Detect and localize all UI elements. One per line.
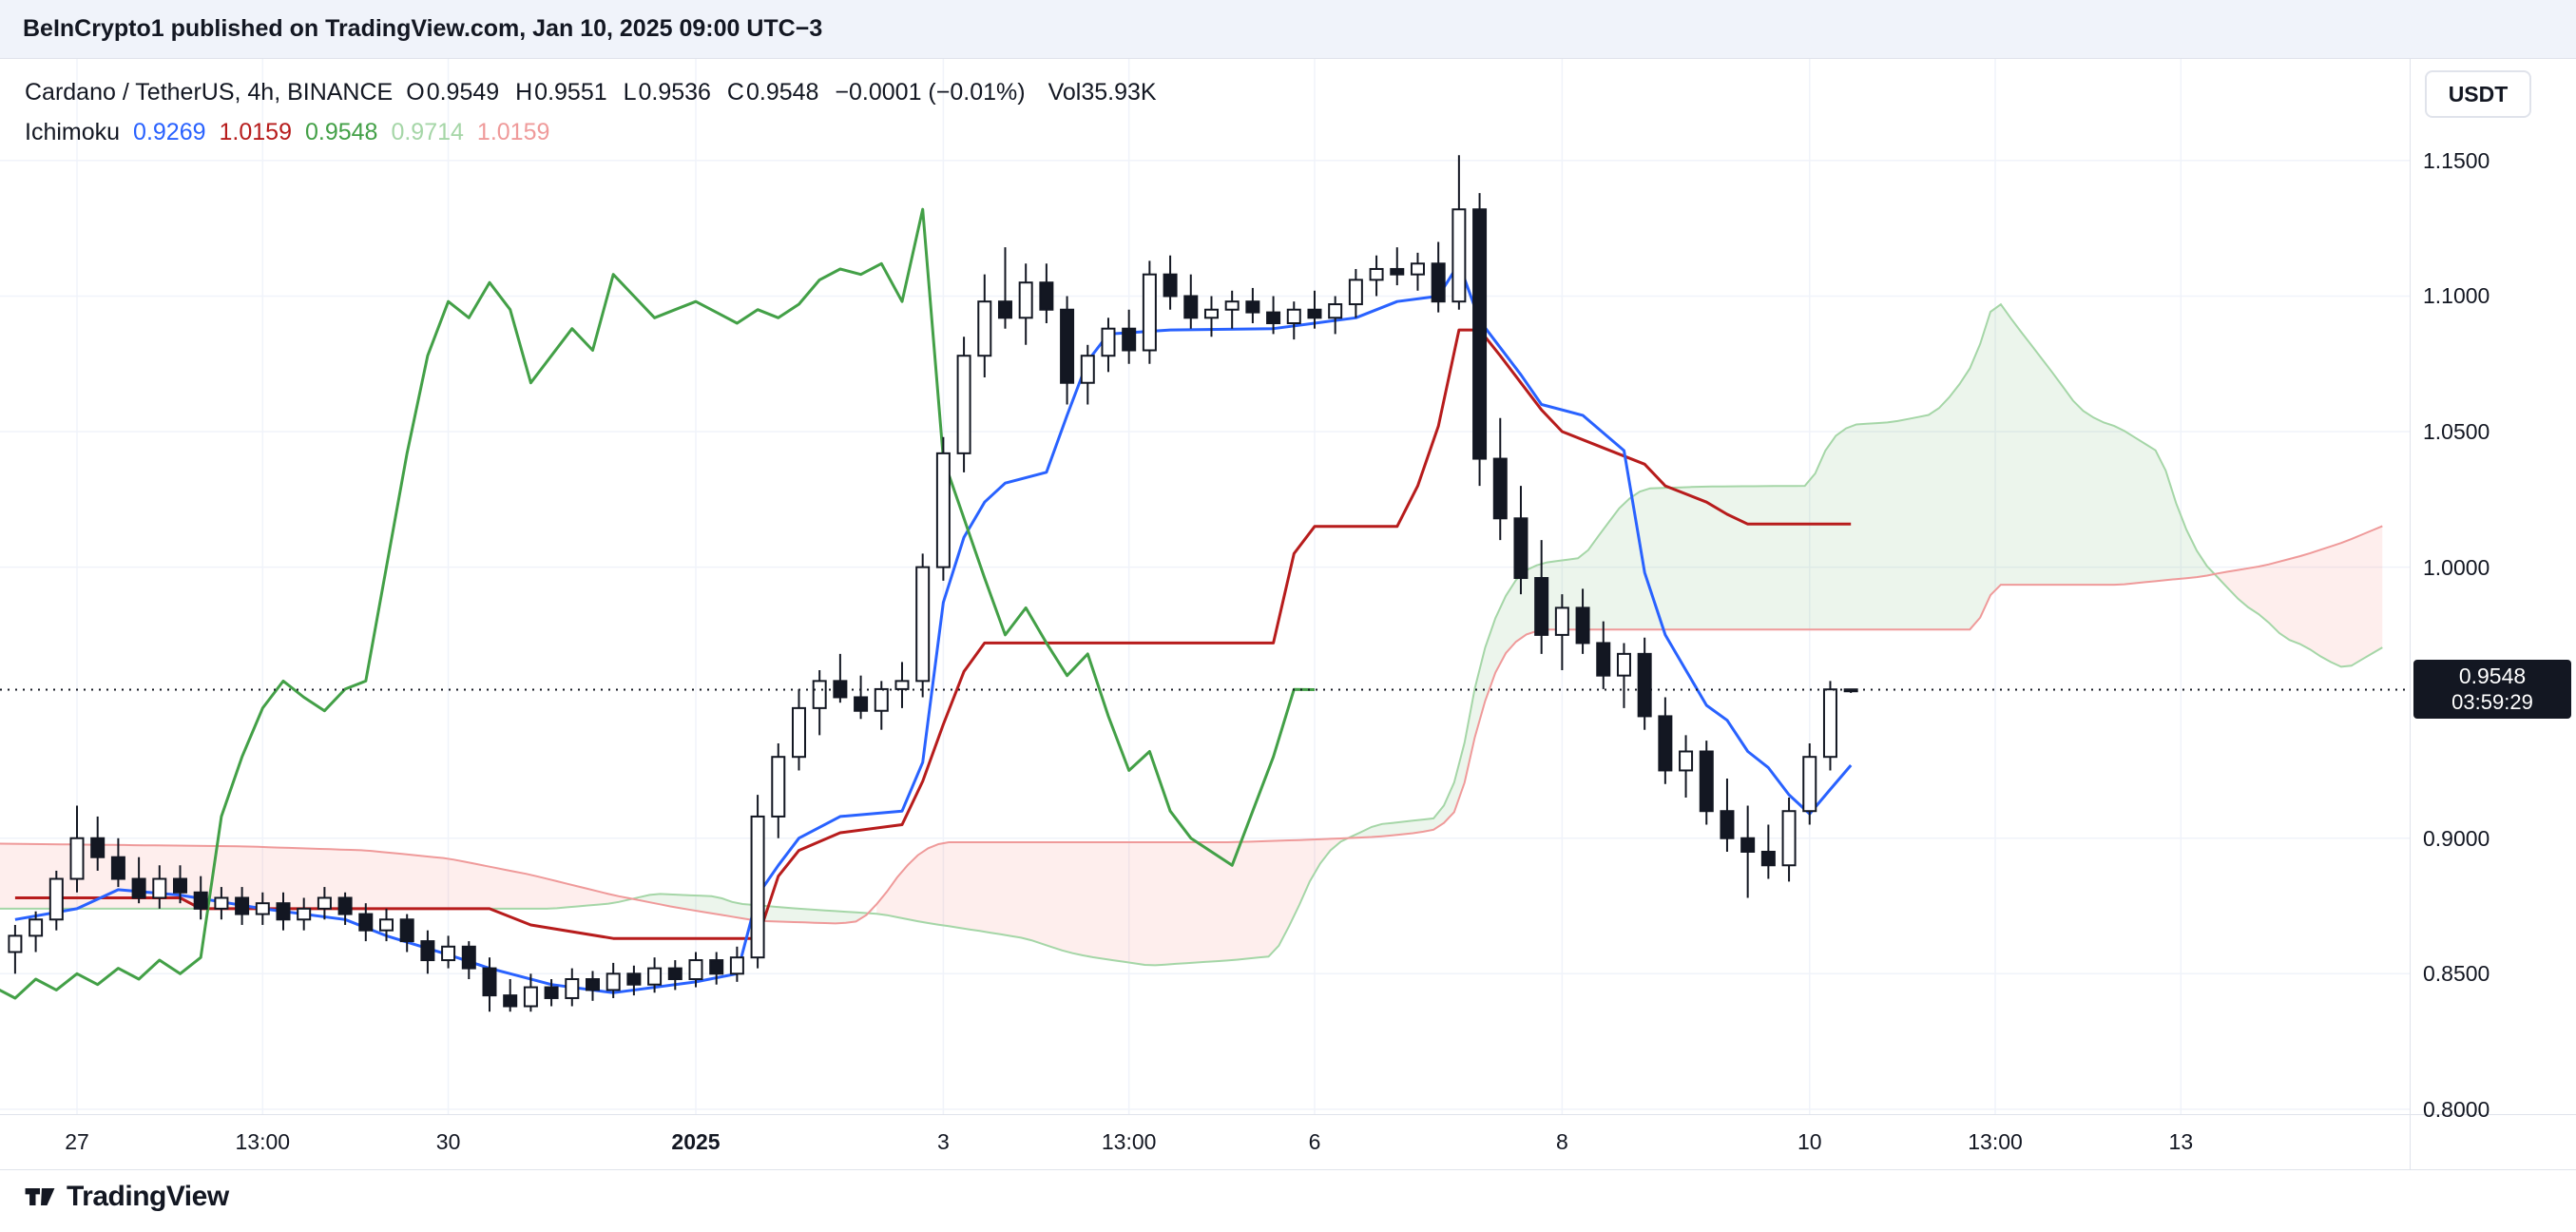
time-tick-label: 10	[1797, 1129, 1822, 1154]
ichimoku-tenkan-value: 0.9269	[133, 118, 206, 145]
price-tick-label: 0.8500	[2423, 961, 2490, 987]
publish-bar: BeInCrypto1 published on TradingView.com…	[0, 0, 2576, 59]
time-tick-label: 8	[1555, 1129, 1568, 1154]
time-tick-label: 2025	[671, 1129, 721, 1154]
price-tick-label: 0.9000	[2423, 825, 2490, 851]
ichimoku-senkou-a-value: 0.9714	[391, 118, 464, 145]
currency-toggle-button[interactable]: USDT	[2425, 70, 2531, 118]
change-value: −0.0001 (−0.01%)	[835, 78, 1026, 106]
close-value: 0.9548	[745, 78, 819, 106]
time-axis[interactable]: 27 13:00 30 2025 3 13:00 6 8 10 13:00 13	[0, 1115, 2576, 1169]
time-tick-label: 6	[1308, 1129, 1321, 1154]
time-tick-label: 13	[2168, 1129, 2194, 1154]
price-tick-label: 1.0500	[2423, 419, 2490, 445]
ichimoku-senkou-b-value: 1.0159	[476, 118, 550, 145]
open-value: 0.9549	[426, 78, 500, 106]
tradingview-logo-icon	[23, 1180, 57, 1214]
symbol-row: Cardano / TetherUS, 4h, BINANCE O0.9549 …	[25, 72, 1170, 112]
last-price-value: 0.9548	[2458, 664, 2527, 689]
symbol-title[interactable]: Cardano / TetherUS, 4h, BINANCE	[25, 78, 394, 106]
volume-value: 35.93K	[1081, 78, 1157, 106]
tradingview-logo[interactable]: TradingView	[23, 1180, 229, 1214]
bar-countdown: 03:59:29	[2451, 690, 2533, 715]
time-tick-label: 13:00	[235, 1129, 291, 1154]
price-axis[interactable]: 1.1500 1.1000 1.0500 1.0000 0.9000 0.8500 0.80…	[2411, 59, 2576, 1122]
volume: Vol35.93K	[1048, 79, 1157, 106]
low-label: L	[623, 78, 637, 106]
indicator-name[interactable]: Ichimoku	[25, 118, 121, 145]
price-tick-label: 1.1500	[2423, 147, 2490, 173]
publish-text: BeInCrypto1 published on TradingView.com…	[23, 15, 823, 42]
low-value: 0.9536	[638, 78, 711, 106]
price-tick-label: 1.1000	[2423, 283, 2490, 309]
high-value: 0.9551	[534, 78, 607, 106]
open-label: O	[406, 78, 425, 106]
time-tick-label: 13:00	[1968, 1129, 2023, 1154]
tradingview-logo-text: TradingView	[67, 1181, 229, 1212]
indicator-row: Ichimoku 0.9269 1.0159 0.9548 0.9714 1.0…	[25, 112, 1170, 152]
chart-legend: Cardano / TetherUS, 4h, BINANCE O0.9549 …	[25, 72, 1170, 152]
time-tick-label: 27	[65, 1129, 89, 1154]
volume-label: Vol	[1048, 78, 1082, 106]
time-tick-label: 13:00	[1101, 1129, 1157, 1154]
close-label: C	[726, 78, 744, 106]
high-label: H	[515, 78, 533, 106]
ichimoku-kijun-value: 1.0159	[219, 118, 292, 145]
last-price-badge: 0.9548 03:59:29	[2413, 660, 2571, 720]
time-tick-label: 30	[435, 1129, 461, 1154]
price-chart[interactable]	[0, 59, 2410, 1114]
footer-border	[0, 1169, 2576, 1170]
price-axis-border	[2410, 59, 2411, 1169]
time-axis-border	[0, 1114, 2576, 1115]
price-tick-label: 1.0000	[2423, 554, 2490, 580]
price-tick-label: 0.8000	[2423, 1096, 2490, 1122]
time-tick-label: 3	[936, 1129, 950, 1154]
ohlc-values: O0.9549 H0.9551 L0.9536 C0.9548 −0.0001 …	[406, 79, 1034, 106]
ichimoku-chikou-value: 0.9548	[304, 118, 378, 145]
